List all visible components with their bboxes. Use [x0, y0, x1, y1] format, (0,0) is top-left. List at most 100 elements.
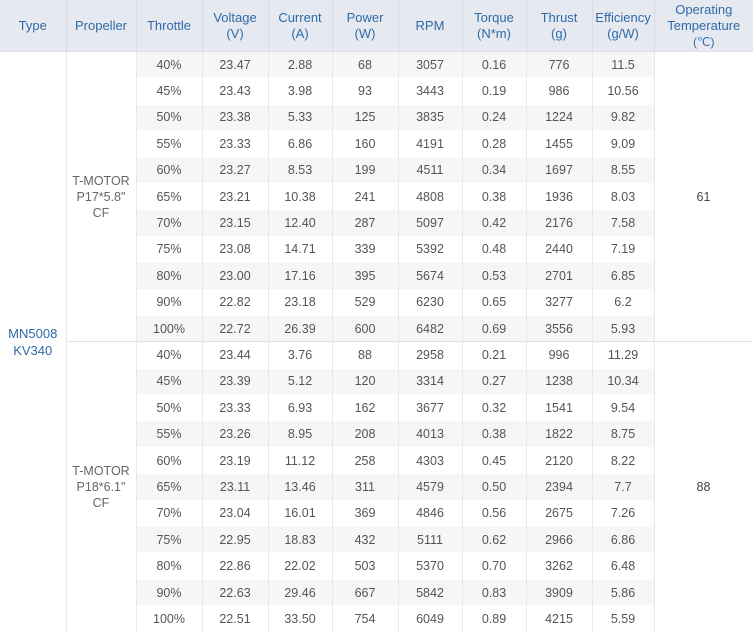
table-row: 80% 22.86 22.02 503 5370 0.70 3262 6.48: [0, 552, 753, 580]
table-row: 45% 23.39 5.12 120 3314 0.27 1238 10.34: [0, 367, 753, 395]
current-cell: 2.88: [267, 50, 332, 78]
current-cell: 33.50: [267, 605, 332, 632]
table-row: 50% 23.38 5.33 125 3835 0.24 1224 9.82: [0, 103, 753, 131]
throttle-cell: 60%: [135, 446, 202, 474]
torque-cell: 0.42: [461, 209, 526, 237]
rpm-cell: 4511: [397, 156, 462, 184]
propeller-brand: T-MOTOR: [72, 463, 130, 478]
power-cell: 88: [331, 341, 398, 369]
rpm-cell: 5674: [397, 262, 462, 290]
voltage-cell: 23.27: [201, 156, 268, 184]
rpm-cell: 6049: [397, 605, 462, 632]
table-row: 45% 23.43 3.98 93 3443 0.19 986 10.56: [0, 77, 753, 105]
torque-cell: 0.70: [461, 552, 526, 580]
voltage-cell: 23.47: [201, 50, 268, 78]
efficiency-cell: 6.85: [591, 262, 654, 290]
efficiency-cell: 9.54: [591, 394, 654, 421]
thrust-cell: 2675: [525, 499, 592, 527]
thrust-cell: 2440: [525, 235, 592, 263]
current-cell: 5.12: [267, 367, 332, 395]
voltage-cell: 23.38: [201, 103, 268, 131]
torque-cell: 0.32: [461, 394, 526, 421]
voltage-cell: 23.19: [201, 446, 268, 474]
current-cell: 13.46: [267, 473, 332, 501]
power-cell: 667: [331, 578, 398, 606]
torque-cell: 0.62: [461, 526, 526, 553]
power-cell: 162: [331, 394, 398, 421]
rpm-cell: 5097: [397, 209, 462, 237]
throttle-cell: 80%: [135, 262, 202, 290]
motor-model: MN5008: [8, 325, 58, 341]
power-cell: 369: [331, 499, 398, 527]
table-row: 50% 23.33 6.93 162 3677 0.32 1541 9.54: [0, 394, 753, 421]
power-cell: 339: [331, 235, 398, 263]
motor-type-cell: MN5008 KV340: [0, 50, 66, 632]
torque-cell: 0.50: [461, 473, 526, 501]
throttle-cell: 50%: [135, 103, 202, 131]
throttle-cell: 65%: [135, 182, 202, 210]
rpm-cell: 4191: [397, 130, 462, 158]
thrust-cell: 2394: [525, 473, 592, 501]
efficiency-cell: 8.22: [591, 446, 654, 474]
efficiency-cell: 7.7: [591, 473, 654, 501]
thrust-cell: 776: [525, 50, 592, 78]
current-cell: 17.16: [267, 262, 332, 290]
voltage-cell: 23.26: [201, 420, 268, 448]
current-cell: 6.93: [267, 394, 332, 421]
throttle-cell: 80%: [135, 552, 202, 580]
header-current: Current (A): [267, 0, 332, 52]
torque-cell: 0.38: [461, 420, 526, 448]
power-cell: 503: [331, 552, 398, 580]
rpm-cell: 4013: [397, 420, 462, 448]
table-row: 100% 22.72 26.39 600 6482 0.69 3556 5.93: [0, 314, 753, 342]
torque-cell: 0.34: [461, 156, 526, 184]
header-type: Type: [0, 0, 66, 52]
torque-cell: 0.89: [461, 605, 526, 632]
header-operating-temperature: Operating Temperature (℃): [653, 0, 753, 52]
efficiency-cell: 8.55: [591, 156, 654, 184]
power-cell: 754: [331, 605, 398, 632]
power-cell: 529: [331, 288, 398, 316]
efficiency-cell: 6.86: [591, 526, 654, 553]
voltage-cell: 22.72: [201, 314, 268, 342]
voltage-cell: 23.43: [201, 77, 268, 105]
thrust-cell: 1455: [525, 130, 592, 158]
thrust-cell: 3262: [525, 552, 592, 580]
efficiency-cell: 7.26: [591, 499, 654, 527]
table-header-row: Type Propeller Throttle Voltage (V) Curre…: [0, 0, 753, 52]
throttle-cell: 100%: [135, 314, 202, 342]
voltage-cell: 22.82: [201, 288, 268, 316]
throttle-cell: 100%: [135, 605, 202, 632]
thrust-cell: 1541: [525, 394, 592, 421]
efficiency-cell: 10.56: [591, 77, 654, 105]
rpm-cell: 6230: [397, 288, 462, 316]
thrust-cell: 1822: [525, 420, 592, 448]
thrust-cell: 2701: [525, 262, 592, 290]
efficiency-cell: 7.19: [591, 235, 654, 263]
header-power: Power (W): [331, 0, 398, 52]
thrust-cell: 986: [525, 77, 592, 105]
voltage-cell: 22.51: [201, 605, 268, 632]
power-cell: 432: [331, 526, 398, 553]
voltage-cell: 23.08: [201, 235, 268, 263]
thrust-cell: 1697: [525, 156, 592, 184]
header-efficiency: Efficiency (g/W): [591, 0, 654, 52]
current-cell: 11.12: [267, 446, 332, 474]
voltage-cell: 22.86: [201, 552, 268, 580]
thrust-cell: 3909: [525, 578, 592, 606]
efficiency-cell: 5.59: [591, 605, 654, 632]
table-row: 75% 22.95 18.83 432 5111 0.62 2966 6.86: [0, 526, 753, 553]
power-cell: 199: [331, 156, 398, 184]
power-cell: 93: [331, 77, 398, 105]
power-cell: 395: [331, 262, 398, 290]
header-rpm: RPM: [397, 0, 462, 52]
throttle-cell: 75%: [135, 235, 202, 263]
efficiency-cell: 10.34: [591, 367, 654, 395]
table-row: 70% 23.04 16.01 369 4846 0.56 2675 7.26: [0, 499, 753, 527]
torque-cell: 0.45: [461, 446, 526, 474]
propeller-cell: T-MOTOR P17*5.8" CF: [65, 50, 136, 342]
efficiency-cell: 9.09: [591, 130, 654, 158]
efficiency-cell: 6.48: [591, 552, 654, 580]
rpm-cell: 5111: [397, 526, 462, 553]
torque-cell: 0.83: [461, 578, 526, 606]
